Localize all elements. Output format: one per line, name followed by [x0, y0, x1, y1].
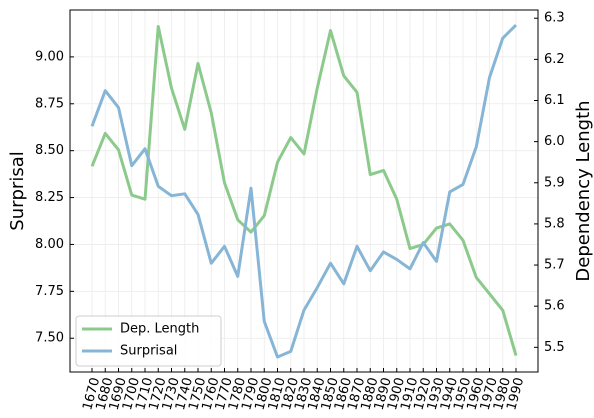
y-axis-label: Surprisal — [7, 151, 28, 230]
y2-tick-label: 5.7 — [544, 258, 565, 273]
y2-tick-label: 6.0 — [544, 134, 565, 149]
y2-tick-label: 5.5 — [544, 340, 565, 355]
series-line — [90, 24, 518, 356]
y-tick-label: 7.75 — [35, 284, 64, 299]
y-tick-label: 8.00 — [35, 237, 64, 252]
y-tick-label: 9.00 — [35, 49, 64, 64]
y-tick-label: 8.75 — [35, 96, 64, 111]
y2-tick-label: 5.6 — [544, 299, 565, 314]
series-line — [90, 23, 518, 359]
y2-tick-label: 6.3 — [544, 11, 565, 26]
legend-label: Dep. Length — [120, 322, 199, 337]
y2-tick-label: 6.1 — [544, 93, 565, 108]
y-tick-label: 8.50 — [35, 143, 64, 158]
y2-tick-label: 5.8 — [544, 216, 565, 231]
plot-frame — [69, 9, 539, 373]
legend-label: Surprisal — [120, 344, 177, 359]
y2-axis-label: Dependency Length — [573, 100, 594, 281]
y2-tick-label: 5.9 — [544, 175, 565, 190]
y-tick-label: 8.25 — [35, 190, 64, 205]
legend-box — [75, 315, 222, 367]
y-tick-label: 7.50 — [35, 331, 64, 346]
y2-tick-label: 6.2 — [544, 52, 565, 67]
